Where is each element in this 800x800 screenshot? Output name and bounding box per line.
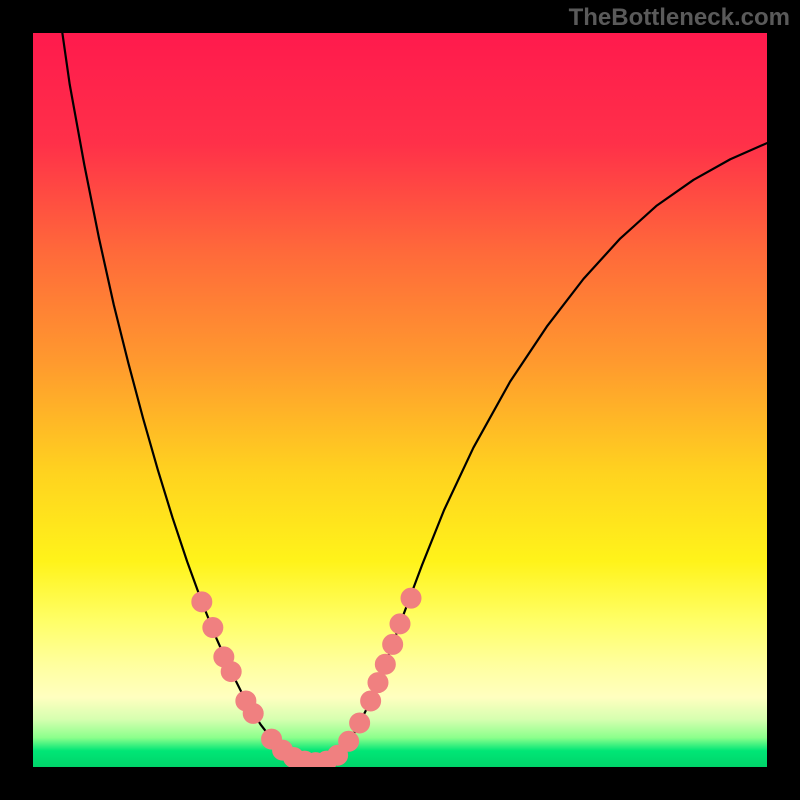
data-marker bbox=[243, 703, 263, 723]
data-marker bbox=[375, 654, 395, 674]
data-marker bbox=[383, 634, 403, 654]
data-marker bbox=[221, 662, 241, 682]
plot-area bbox=[33, 33, 767, 767]
data-marker bbox=[339, 731, 359, 751]
data-marker bbox=[350, 713, 370, 733]
data-marker bbox=[192, 592, 212, 612]
chart-container: TheBottleneck.com bbox=[0, 0, 800, 800]
data-marker bbox=[368, 673, 388, 693]
data-marker bbox=[390, 614, 410, 634]
plot-svg bbox=[33, 33, 767, 767]
gradient-background bbox=[33, 33, 767, 767]
data-marker bbox=[203, 618, 223, 638]
data-marker bbox=[401, 588, 421, 608]
data-marker bbox=[361, 691, 381, 711]
watermark-text: TheBottleneck.com bbox=[569, 4, 790, 32]
